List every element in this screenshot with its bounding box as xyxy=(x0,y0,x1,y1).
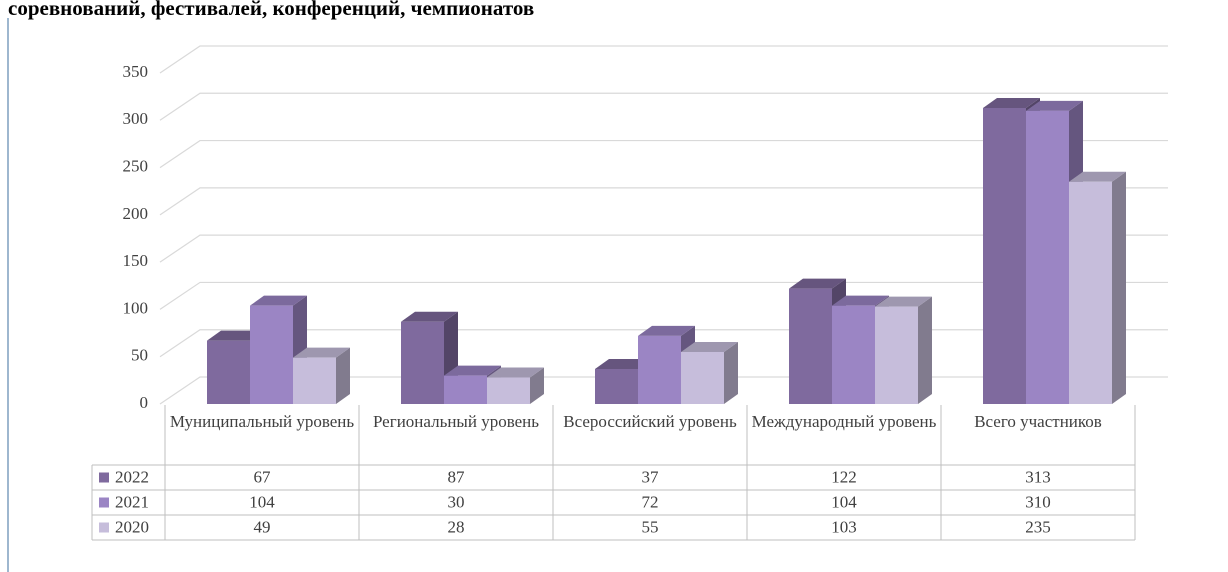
y-tick-label: 150 xyxy=(123,251,149,270)
bar xyxy=(207,340,250,404)
chart-title: соревнований, фестивалей, конференций, ч… xyxy=(8,0,534,20)
table-value: 67 xyxy=(254,467,272,486)
y-tick-label: 350 xyxy=(123,62,149,81)
grid-line xyxy=(159,139,1168,169)
bar-top xyxy=(789,278,846,289)
grid-line xyxy=(159,92,1168,121)
bar xyxy=(1069,181,1112,404)
bar-top xyxy=(638,325,695,336)
bar xyxy=(444,375,487,404)
x-tick-label: Всего участников xyxy=(974,412,1102,431)
bar-top xyxy=(207,330,264,341)
table-value: 103 xyxy=(831,517,857,536)
bar xyxy=(595,369,638,404)
y-tick-label: 0 xyxy=(140,393,149,412)
bar xyxy=(487,377,530,404)
x-tick-label: Муниципальный уровень xyxy=(169,412,355,431)
legend-label: 2022 xyxy=(115,467,149,486)
table-value: 49 xyxy=(254,517,271,536)
table-value: 30 xyxy=(448,492,465,511)
legend-label: 2020 xyxy=(115,517,149,536)
bar-top xyxy=(444,365,501,376)
bar-side xyxy=(336,347,350,404)
bar xyxy=(789,288,832,404)
grid-line xyxy=(159,45,1168,74)
table-value: 104 xyxy=(249,492,275,511)
legend-swatch xyxy=(99,522,109,533)
bar-top xyxy=(487,367,544,378)
y-tick-label: 200 xyxy=(123,204,149,223)
y-tick-label: 50 xyxy=(131,346,148,365)
grid-line xyxy=(159,187,1168,216)
bar xyxy=(401,321,444,404)
table-value: 87 xyxy=(448,467,466,486)
bar xyxy=(250,305,293,404)
bar xyxy=(983,107,1026,405)
table-value: 122 xyxy=(831,467,857,486)
bar-top xyxy=(832,295,889,306)
table-value: 55 xyxy=(642,517,659,536)
legend-swatch xyxy=(99,497,109,508)
bar-side xyxy=(918,296,932,404)
bar xyxy=(681,351,724,404)
table-value: 235 xyxy=(1025,517,1051,536)
y-tick-label: 250 xyxy=(123,156,149,175)
bar-top xyxy=(1069,171,1126,182)
grid-line xyxy=(159,234,1168,263)
bar xyxy=(293,357,336,404)
bar-top xyxy=(1026,100,1083,111)
x-tick-label: Международный уровень xyxy=(751,412,937,431)
bar-top xyxy=(401,311,458,322)
legend-swatch xyxy=(99,472,109,483)
bar-top xyxy=(875,296,932,307)
bar-side xyxy=(724,341,738,404)
bar-top xyxy=(681,341,738,352)
y-tick-label: 100 xyxy=(123,298,149,317)
table-value: 310 xyxy=(1025,492,1051,511)
bar-top xyxy=(595,359,652,370)
table-value: 72 xyxy=(642,492,659,511)
bar xyxy=(638,335,681,404)
bar-top xyxy=(250,295,307,306)
table-value: 313 xyxy=(1025,467,1051,486)
x-tick-label: Всероссийский уровень xyxy=(563,412,737,431)
y-tick-label: 300 xyxy=(123,109,149,128)
legend-label: 2021 xyxy=(115,492,149,511)
bar-side xyxy=(1112,171,1126,404)
bar xyxy=(1026,110,1069,404)
bar xyxy=(832,305,875,404)
table-value: 28 xyxy=(448,517,465,536)
bar-top xyxy=(293,347,350,358)
bar xyxy=(875,306,918,404)
bar-side xyxy=(530,367,544,404)
x-tick-label: Региональный уровень xyxy=(372,412,540,431)
table-value: 104 xyxy=(831,492,857,511)
table-value: 37 xyxy=(642,467,660,486)
bar-top xyxy=(983,97,1040,108)
